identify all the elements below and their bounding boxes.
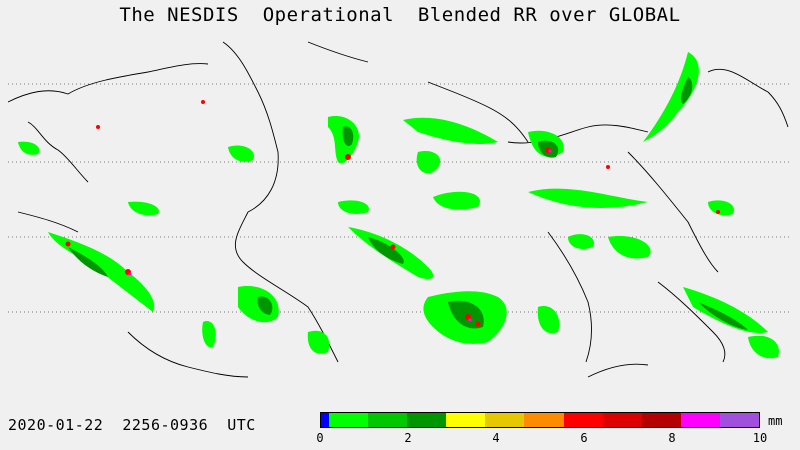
colorbar-tick-label: 2 [404,431,412,445]
colorbar-segment [641,413,681,427]
colorbar-segment [602,413,642,427]
colorbar-tick-label: 6 [580,431,588,445]
colorbar-segment [321,413,329,427]
colorbar-segment [407,413,447,427]
timestamp: 2020-01-22 2256-0936 UTC [8,416,256,434]
colorbar-segment [368,413,408,427]
colorbar-unit: mm [768,414,783,428]
coastlines [8,41,789,378]
latitude-gridlines [8,83,792,313]
colorbar-segment [446,413,486,427]
colorbar-segment [680,413,720,427]
colorbar-tick-label: 4 [492,431,500,445]
colorbar-segment [485,413,525,427]
colorbar-tick-label: 8 [668,431,676,445]
colorbar-segment [719,413,759,427]
map-title: The NESDIS Operational Blended RR over G… [119,4,681,26]
precip-medium [68,77,748,330]
colorbar-tick-label: 10 [752,431,768,445]
colorbar-segment [328,413,369,427]
colorbar [320,412,760,428]
precip-heavy [65,100,720,327]
colorbar-tick-label: 0 [316,431,324,445]
colorbar-segment [563,413,603,427]
precip-extreme [128,149,552,322]
colorbar-segment [524,413,564,427]
precipitation-map [8,41,792,378]
